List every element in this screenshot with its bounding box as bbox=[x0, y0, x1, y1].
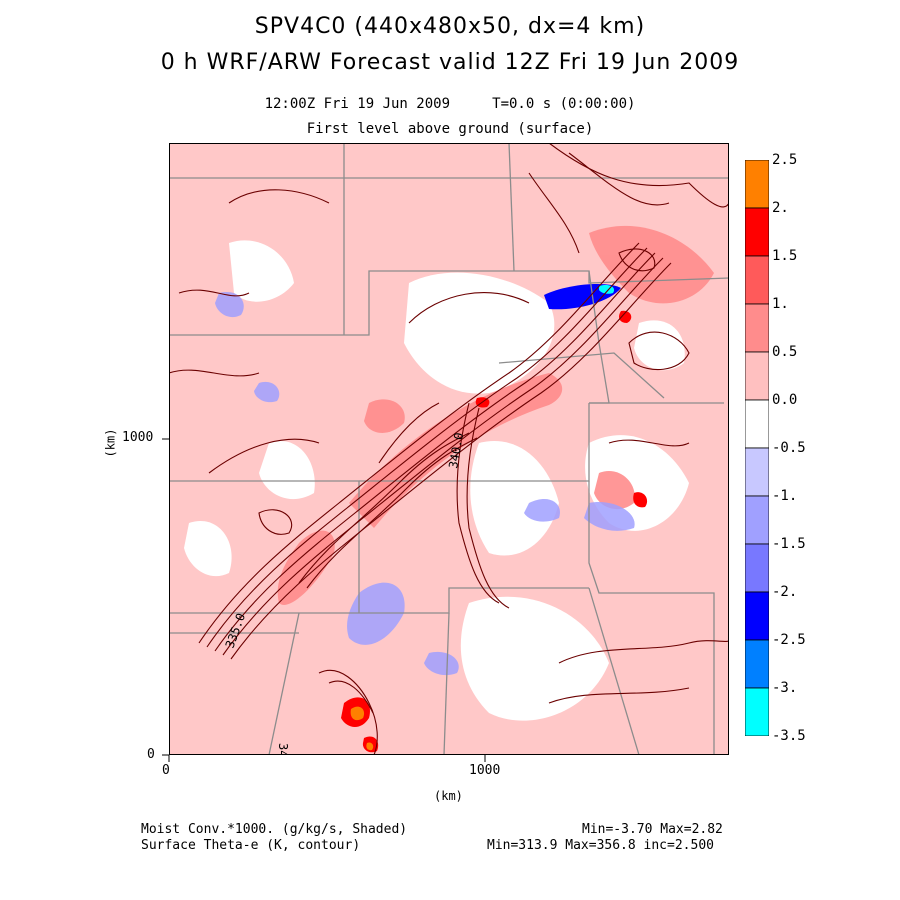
contour-label-340-south: 340.0 bbox=[276, 743, 290, 755]
contour-field-stats: Min=313.9 Max=356.8 inc=2.500 bbox=[487, 838, 714, 853]
colorbar-label: -0.5 bbox=[772, 440, 806, 456]
colorbar-box bbox=[745, 303, 769, 353]
colorbar-label: -2.5 bbox=[772, 632, 806, 648]
map-frame bbox=[169, 143, 729, 755]
colorbar bbox=[745, 160, 769, 736]
title-line-2: 0 h WRF/ARW Forecast valid 12Z Fri 19 Ju… bbox=[160, 50, 740, 75]
colorbar-box bbox=[745, 351, 769, 401]
y-tick-1000: 1000 bbox=[122, 430, 154, 445]
colorbar-box bbox=[745, 639, 769, 689]
x-tick-0: 0 bbox=[162, 763, 170, 778]
shaded-field-stats: Min=-3.70 Max=2.82 bbox=[582, 822, 723, 837]
colorbar-label: 0.0 bbox=[772, 392, 798, 408]
contour-field-label: Surface Theta-e (K, contour) bbox=[141, 838, 361, 853]
title-line-1: SPV4C0 (440x480x50, dx=4 km) bbox=[254, 14, 646, 39]
colorbar-box bbox=[745, 255, 769, 305]
y-tick-0: 0 bbox=[147, 747, 155, 762]
colorbar-box bbox=[745, 399, 769, 449]
colorbar-box bbox=[745, 160, 769, 209]
colorbar-label: -3. bbox=[772, 680, 798, 696]
x-tick-1000: 1000 bbox=[469, 763, 501, 778]
map-borders bbox=[169, 143, 729, 755]
colorbar-box bbox=[745, 495, 769, 545]
colorbar-label: -1. bbox=[772, 488, 798, 504]
colorbar-box bbox=[745, 687, 769, 736]
colorbar-label: -1.5 bbox=[772, 536, 806, 552]
colorbar-label: 1. bbox=[772, 296, 789, 312]
shading-orange-maxima bbox=[350, 706, 374, 751]
shading-blue-regions bbox=[215, 292, 635, 676]
colorbar-label: -2. bbox=[772, 584, 798, 600]
colorbar-label: -3.5 bbox=[772, 728, 806, 744]
y-axis-label: (km) bbox=[103, 428, 118, 458]
shading-white-regions bbox=[184, 240, 689, 721]
time-line: 12:00Z Fri 19 Jun 2009 T=0.0 s (0:00:00) bbox=[264, 96, 636, 112]
contour-label-340-north: 340.0 bbox=[446, 432, 466, 470]
x-axis-label: (km) bbox=[434, 789, 463, 803]
shaded-field-label: Moist Conv.*1000. (g/kg/s, Shaded) bbox=[141, 822, 408, 837]
shading-red-bands bbox=[277, 225, 714, 605]
colorbar-label: 2.5 bbox=[772, 152, 798, 168]
colorbar-box bbox=[745, 447, 769, 497]
colorbar-label: 1.5 bbox=[772, 248, 798, 264]
theta-e-contours bbox=[169, 143, 729, 755]
colorbar-box bbox=[745, 543, 769, 593]
colorbar-label: 2. bbox=[772, 200, 789, 216]
colorbar-box bbox=[745, 591, 769, 641]
colorbar-label: 0.5 bbox=[772, 344, 798, 360]
map-plot: 340.0 335.0 340.0 bbox=[169, 143, 729, 755]
colorbar-box bbox=[745, 207, 769, 257]
level-line: First level above ground (surface) bbox=[306, 121, 594, 137]
